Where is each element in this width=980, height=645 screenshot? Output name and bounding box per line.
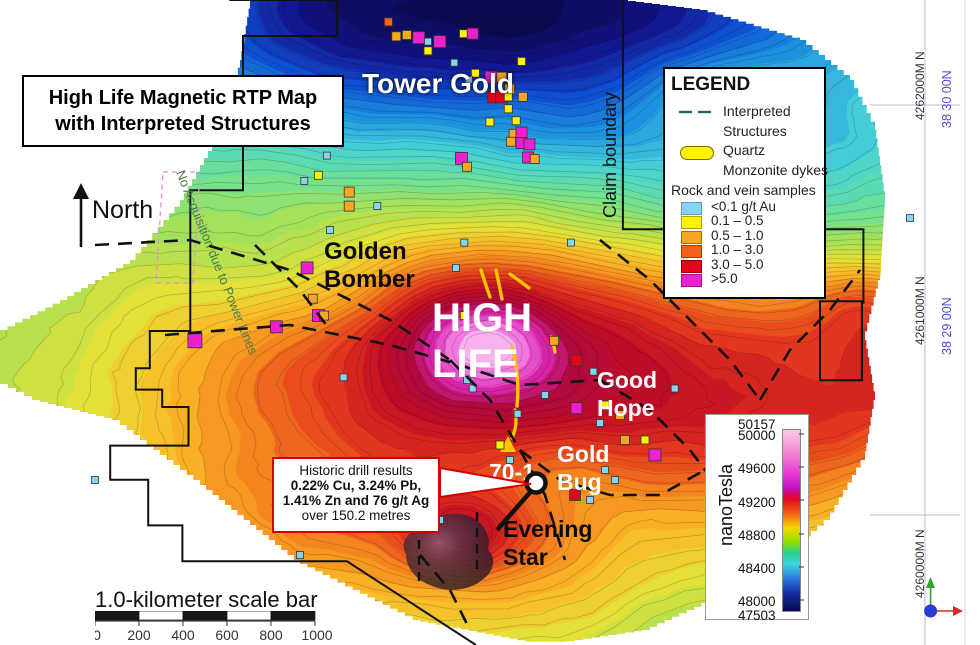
svg-text:800: 800 [259,627,283,643]
svg-text:1000: 1000 [301,627,332,643]
svg-text:400: 400 [171,627,195,643]
svg-text:0: 0 [95,627,101,643]
svg-text:600: 600 [215,627,239,643]
svg-text:200: 200 [127,627,151,643]
